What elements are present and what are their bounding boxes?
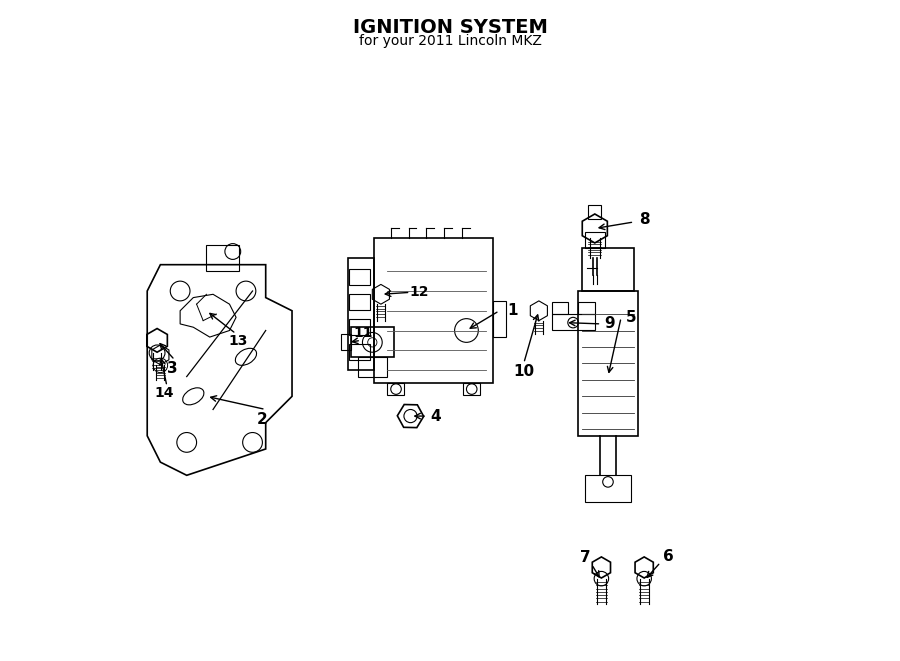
Bar <box>341 334 351 350</box>
Bar <box>585 232 605 249</box>
Text: 8: 8 <box>639 212 650 227</box>
Text: 6: 6 <box>663 549 674 564</box>
Text: 3: 3 <box>166 360 177 375</box>
Text: 4: 4 <box>430 408 441 424</box>
Bar <box>388 383 404 395</box>
Text: 2: 2 <box>257 412 268 427</box>
Bar <box>589 206 601 219</box>
Bar <box>349 293 371 310</box>
Bar <box>581 249 634 291</box>
Text: IGNITION SYSTEM: IGNITION SYSTEM <box>353 18 547 37</box>
Bar <box>464 383 480 395</box>
Bar <box>349 344 371 360</box>
Bar <box>579 302 595 314</box>
Text: 9: 9 <box>604 317 615 331</box>
Bar <box>351 327 394 357</box>
Bar <box>349 319 371 335</box>
Bar <box>206 245 239 271</box>
Bar <box>493 301 506 337</box>
Bar <box>358 357 388 377</box>
Bar <box>349 268 371 285</box>
Text: 13: 13 <box>229 334 248 348</box>
Bar <box>552 314 595 330</box>
Bar <box>552 302 569 314</box>
Text: 1: 1 <box>508 303 518 318</box>
Text: 5: 5 <box>626 310 636 325</box>
Bar <box>348 258 374 370</box>
Text: for your 2011 Lincoln MKZ: for your 2011 Lincoln MKZ <box>358 34 542 48</box>
Text: 7: 7 <box>580 550 590 565</box>
Text: 14: 14 <box>155 386 174 400</box>
Bar <box>579 291 637 436</box>
Text: 12: 12 <box>410 286 428 299</box>
Text: 10: 10 <box>513 364 535 379</box>
Bar <box>585 475 631 502</box>
Bar <box>374 239 493 383</box>
Text: 11: 11 <box>354 326 373 340</box>
